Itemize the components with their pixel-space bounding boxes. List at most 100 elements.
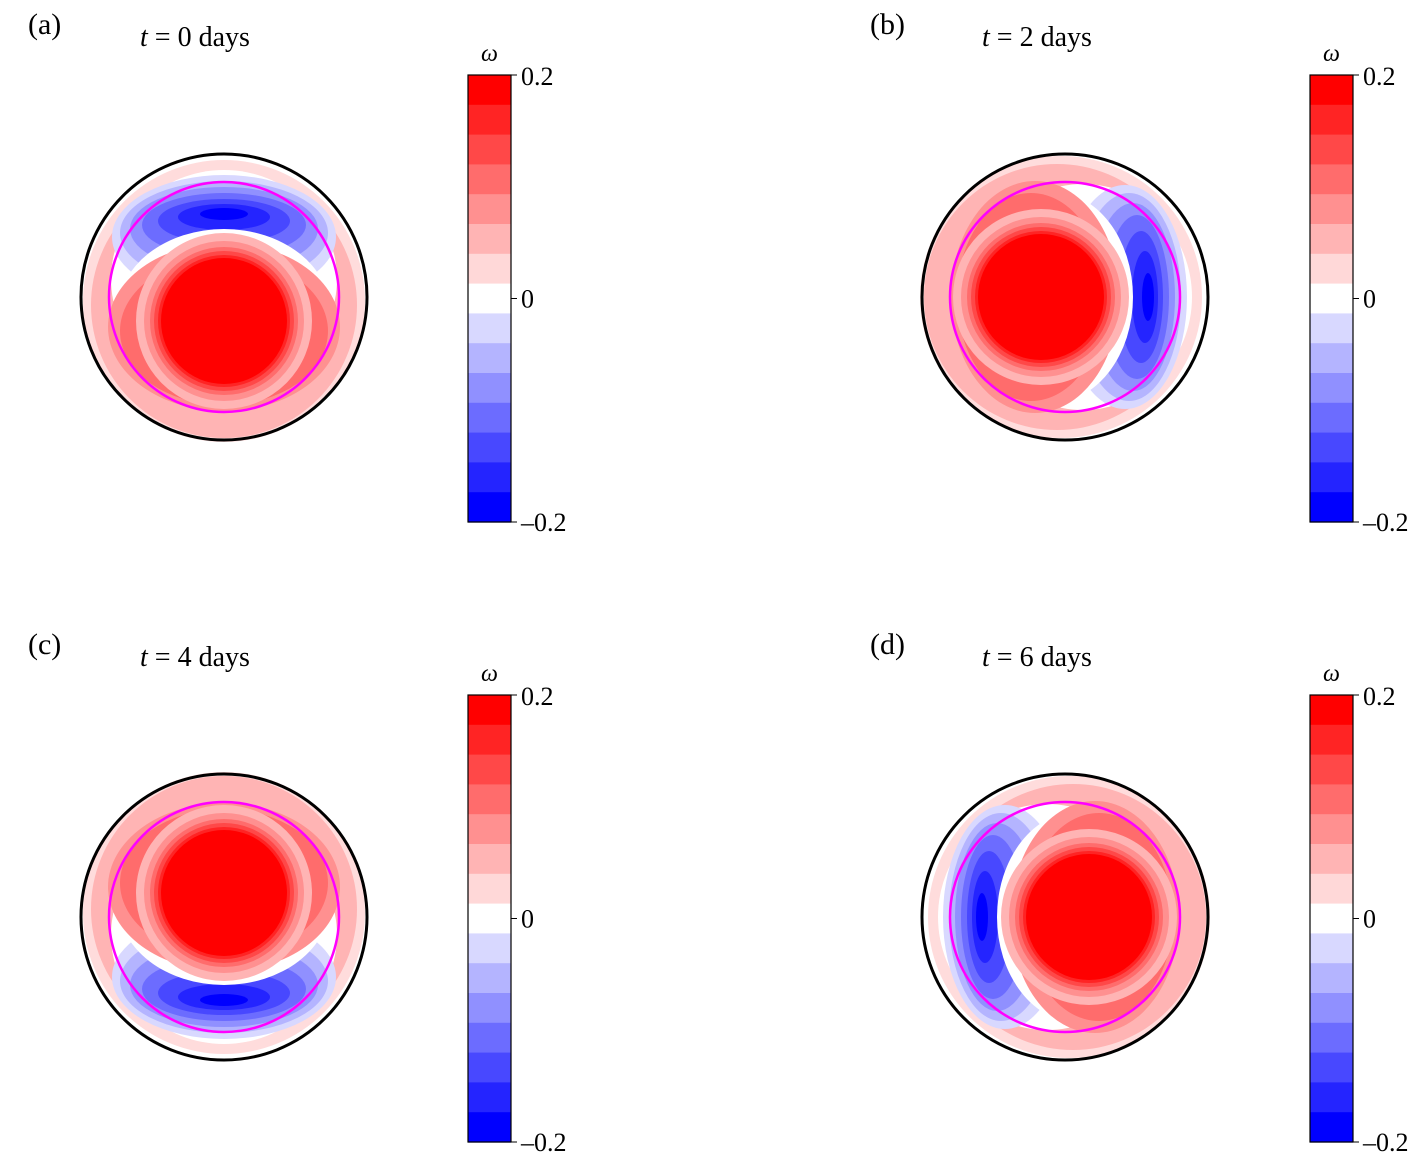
colorbar-segment	[1310, 343, 1353, 374]
colorbar-tick-label: 0	[521, 285, 534, 314]
colorbar-segment	[1310, 1082, 1353, 1113]
vorticity-field	[920, 156, 1202, 438]
colorbar-segment	[1310, 432, 1353, 463]
colorbar-segment	[468, 194, 511, 225]
colorbar-segment	[468, 373, 511, 404]
colorbar-segment	[1310, 993, 1353, 1024]
colorbar-segment	[468, 1052, 511, 1083]
colorbar-tick-label: 0.2	[521, 62, 554, 91]
colorbar-tick-label: –0.2	[520, 1128, 567, 1157]
colorbar-symbol: ω	[1323, 661, 1340, 687]
colorbar-tick-label: 0	[521, 905, 534, 934]
panel-time-title: t = 2 days	[982, 22, 1092, 53]
colorbar-segment	[1310, 754, 1353, 785]
domain-boundary-circle	[920, 772, 1210, 1062]
negative-vorticity-contour	[200, 994, 248, 1006]
colorbar-segment	[468, 104, 511, 136]
colorbar-segment	[468, 402, 511, 434]
colorbar-segment	[1310, 724, 1353, 756]
colorbar-tick-label: 0.2	[521, 682, 554, 711]
colorbar: ω 0.2 0 –0.2	[467, 41, 567, 537]
colorbar: ω 0.2 0 –0.2	[1309, 661, 1409, 1157]
reference-circle	[948, 800, 1182, 1034]
vortex-core	[981, 237, 1101, 357]
panel-time-title: t = 0 days	[140, 22, 250, 53]
colorbar-segment	[1310, 1052, 1353, 1083]
vortex-core	[1029, 857, 1149, 977]
time-value: = 0 days	[148, 22, 250, 53]
vorticity-field	[83, 160, 365, 442]
colorbar-segment	[1310, 134, 1353, 165]
colorbar-segment	[468, 75, 511, 106]
colorbar-symbol: ω	[481, 41, 498, 67]
colorbar-segment	[1310, 224, 1353, 255]
colorbar-symbol: ω	[1323, 41, 1340, 67]
negative-vorticity-contour	[200, 208, 248, 220]
reference-circle	[948, 180, 1182, 414]
colorbar-segment	[1310, 194, 1353, 225]
colorbar-segment	[468, 1082, 511, 1113]
panel-c: (c) t = 4 days ω 0.2 0 –0.2	[28, 628, 567, 1157]
colorbar-segment	[468, 1112, 511, 1143]
colorbar-tick-label: 0	[1363, 905, 1376, 934]
reference-circle	[107, 800, 341, 1034]
colorbar-segment	[1310, 695, 1353, 726]
colorbar-segment	[468, 754, 511, 785]
colorbar-segment	[1310, 283, 1353, 314]
time-symbol: t	[140, 642, 149, 673]
colorbar-segment	[468, 224, 511, 255]
colorbar-segment	[1310, 844, 1353, 875]
colorbar-segment	[468, 724, 511, 756]
colorbar-segment	[468, 933, 511, 964]
colorbar-segment	[468, 814, 511, 845]
colorbar-segment	[468, 253, 511, 285]
colorbar-tick-label: 0.2	[1363, 682, 1396, 711]
colorbar-segment	[1310, 164, 1353, 195]
colorbar-tick-label: 0	[1363, 285, 1376, 314]
time-symbol: t	[982, 642, 991, 673]
colorbar-segment	[468, 993, 511, 1024]
panel-time-title: t = 4 days	[140, 642, 250, 673]
colorbar-segment	[468, 963, 511, 994]
time-value: = 2 days	[990, 22, 1092, 53]
panel-label: (d)	[870, 628, 905, 661]
panel-label: (a)	[28, 8, 61, 41]
colorbar-segment	[468, 492, 511, 523]
colorbar-segment	[1310, 492, 1353, 523]
colorbar-segment	[1310, 75, 1353, 106]
colorbar-segment	[468, 844, 511, 875]
reference-circle	[107, 180, 341, 414]
colorbar-segment	[1310, 104, 1353, 136]
colorbar-segment	[1310, 873, 1353, 905]
negative-vorticity-contour	[976, 893, 988, 941]
panel-label: (b)	[870, 8, 905, 41]
colorbar-segment	[1310, 253, 1353, 285]
domain-boundary-circle	[79, 152, 369, 442]
colorbar-segment	[468, 432, 511, 463]
colorbar-segment	[468, 1022, 511, 1054]
panel-time-title: t = 6 days	[982, 642, 1092, 673]
colorbar: ω 0.2 0 –0.2	[467, 661, 567, 1157]
colorbar-tick-label: –0.2	[1362, 1128, 1409, 1157]
colorbar-segment	[1310, 933, 1353, 964]
colorbar-segment	[1310, 1112, 1353, 1143]
colorbar-segment	[1310, 373, 1353, 404]
panel-b: (b) t = 2 days ω 0.2 0 –0.2	[870, 8, 1409, 537]
colorbar-segment	[1310, 903, 1353, 934]
negative-vorticity-contour	[1142, 273, 1154, 321]
colorbar-symbol: ω	[481, 661, 498, 687]
vorticity-field	[928, 776, 1210, 1058]
colorbar-segment	[468, 462, 511, 493]
colorbar-segment	[1310, 784, 1353, 815]
colorbar-segment	[468, 784, 511, 815]
colorbar-tick-label: 0.2	[1363, 62, 1396, 91]
colorbar-segment	[468, 903, 511, 934]
colorbar-segment	[468, 164, 511, 195]
colorbar-segment	[468, 695, 511, 726]
domain-boundary-circle	[920, 152, 1210, 442]
colorbar-segment	[468, 313, 511, 344]
colorbar-segment	[1310, 462, 1353, 493]
vorticity-field	[83, 772, 365, 1054]
panel-d: (d) t = 6 days ω 0.2 0 –0.2	[870, 628, 1409, 1157]
